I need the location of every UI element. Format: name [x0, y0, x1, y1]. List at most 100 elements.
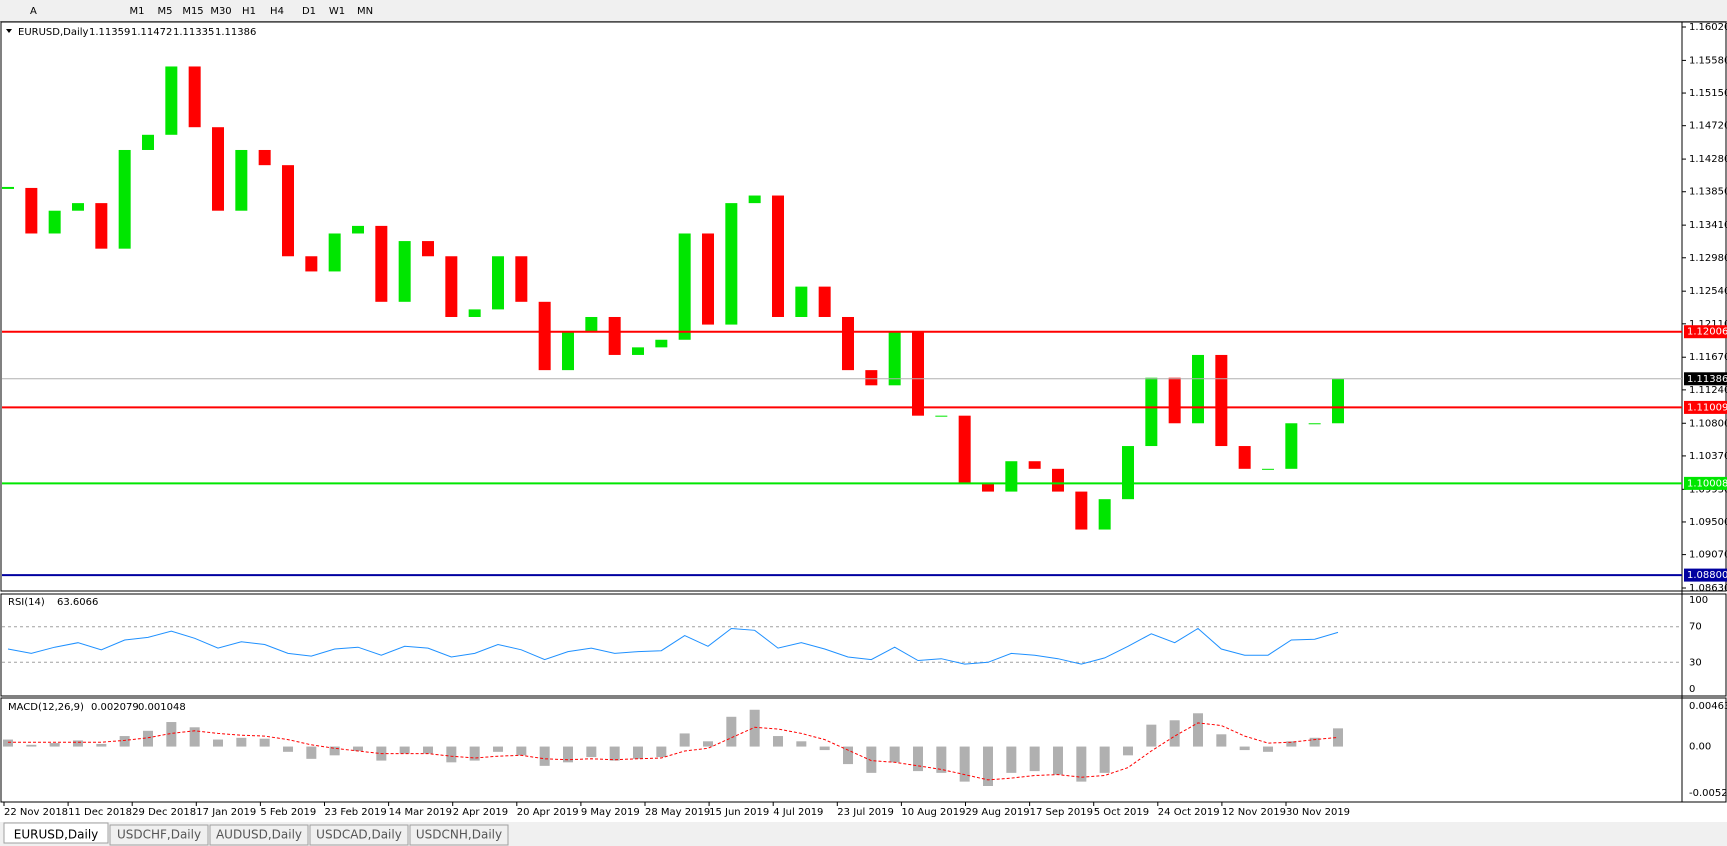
macd-name: MACD(12,26,9): [8, 702, 84, 713]
date-label: 29 Dec 2018: [132, 807, 196, 818]
tab-label[interactable]: USDCHF,Daily: [117, 828, 201, 842]
timeframe-button[interactable]: M1: [130, 6, 145, 17]
macd-bar: [259, 738, 270, 747]
candle: [1098, 499, 1111, 530]
tab-label[interactable]: USDCAD,Daily: [316, 828, 402, 842]
macd-bar: [1309, 737, 1320, 747]
macd-bar: [73, 740, 83, 747]
macd-bar: [819, 746, 830, 751]
rsi-tick-label: 0: [1689, 684, 1695, 695]
date-label: 5 Feb 2019: [260, 807, 316, 818]
macd-bar: [656, 746, 667, 758]
price-tick-label: 1.14280: [1689, 154, 1727, 165]
timeframe-button[interactable]: M30: [210, 6, 231, 17]
macd-bar: [679, 733, 690, 747]
macd-tick-label: 0.00463: [1689, 701, 1727, 712]
macd-bar: [1263, 746, 1273, 752]
toolbar: [0, 0, 1727, 22]
candle: [142, 134, 154, 150]
date-label: 22 Nov 2018: [4, 807, 68, 818]
macd-main: 0.002079: [91, 702, 139, 713]
candle: [585, 316, 598, 333]
macd-bar: [1169, 720, 1180, 747]
candle: [1285, 423, 1298, 469]
level-box: [1684, 476, 1727, 490]
candle: [282, 165, 294, 257]
macd-bar: [469, 746, 480, 761]
candle: [48, 210, 61, 234]
date-label: 11 Dec 2018: [68, 807, 132, 818]
candle: [25, 187, 38, 234]
macd-bar: [866, 746, 877, 773]
candle: [258, 149, 271, 166]
timeframe-button[interactable]: M15: [182, 6, 203, 17]
price-tick-label: 1.13850: [1689, 187, 1727, 198]
tab-label[interactable]: USDCNH,Daily: [416, 828, 502, 842]
tab[interactable]: [409, 824, 509, 846]
ohlc-value: 1.11335: [173, 27, 214, 38]
candle: [1332, 378, 1344, 424]
macd-bar: [1029, 746, 1040, 772]
macd-bar: [3, 739, 13, 747]
tab[interactable]: [109, 824, 209, 846]
candle: [772, 195, 784, 317]
price-tick-label: 1.12110: [1689, 319, 1727, 330]
timeframe-button[interactable]: H4: [270, 6, 284, 17]
macd-bar: [936, 746, 947, 773]
date-label: 20 Apr 2019: [517, 807, 579, 818]
macd-bar: [119, 736, 130, 747]
rsi-value: 63.6066: [57, 597, 98, 608]
tab-label[interactable]: AUDUSD,Daily: [216, 828, 302, 842]
tab[interactable]: [3, 822, 109, 844]
candle: [818, 286, 831, 317]
level-box: [1684, 325, 1727, 339]
candle: [912, 332, 924, 416]
candle: [562, 332, 574, 371]
candle: [515, 256, 528, 302]
timeframe-button[interactable]: M5: [158, 6, 173, 17]
macd-bar: [843, 746, 853, 765]
date-label: 12 Nov 2019: [1222, 807, 1286, 818]
date-label: 10 Aug 2019: [901, 807, 965, 818]
candle: [422, 241, 434, 257]
price-tick-label: 1.09070: [1689, 550, 1727, 561]
font-button[interactable]: A: [30, 6, 37, 17]
timeframe-button[interactable]: D1: [302, 6, 316, 17]
macd-bar: [539, 746, 550, 766]
date-label: 17 Jan 2019: [196, 807, 256, 818]
date-label: 30 Nov 2019: [1286, 807, 1350, 818]
level-label: 1.11009: [1687, 402, 1727, 413]
macd-bar: [423, 746, 433, 754]
candle: [795, 286, 808, 317]
tab[interactable]: [309, 824, 409, 846]
candle: [1192, 354, 1204, 424]
ohlc-value: 1.11359: [89, 27, 130, 38]
timeframe-button[interactable]: W1: [329, 6, 345, 17]
tab[interactable]: [209, 824, 309, 846]
tab-label[interactable]: EURUSD,Daily: [14, 828, 99, 842]
timeframe-button[interactable]: H1: [242, 6, 256, 17]
candle: [1122, 446, 1134, 500]
candle: [678, 233, 691, 340]
date-label: 15 Jun 2019: [709, 807, 769, 818]
price-tick-label: 1.10370: [1689, 451, 1727, 462]
macd-bar: [913, 746, 923, 772]
candle: [1262, 468, 1274, 470]
timeframe-button[interactable]: MN: [357, 6, 373, 17]
candle: [188, 66, 201, 128]
price-tick-label: 1.12540: [1689, 286, 1727, 297]
macd-bar: [283, 746, 293, 752]
candle: [352, 225, 364, 234]
candle: [212, 127, 224, 211]
macd-bar: [1006, 746, 1017, 773]
price-tick-label: 1.09500: [1689, 517, 1727, 528]
chart-menu-arrow[interactable]: [6, 29, 12, 33]
candle: [935, 415, 948, 417]
candle: [1145, 377, 1158, 447]
level-label: 1.08800: [1687, 570, 1727, 581]
price-tick-label: 1.16020: [1689, 22, 1727, 33]
candle: [165, 66, 178, 135]
date-label: 23 Feb 2019: [325, 807, 387, 818]
macd-bar: [726, 716, 737, 747]
